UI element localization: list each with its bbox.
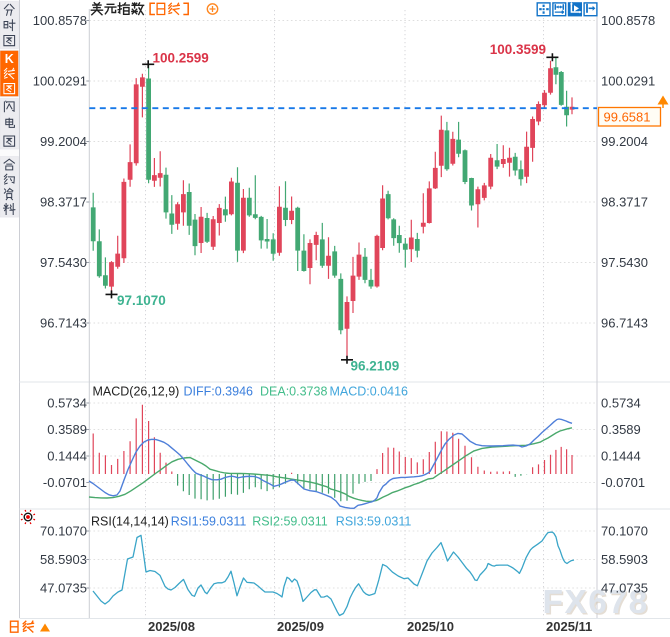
svg-text:99.2004: 99.2004 xyxy=(40,134,87,149)
svg-text:0.3589: 0.3589 xyxy=(601,422,641,437)
svg-text:0.3589: 0.3589 xyxy=(47,422,87,437)
svg-text:DEA:0.3738: DEA:0.3738 xyxy=(260,385,327,399)
svg-text:98.3717: 98.3717 xyxy=(601,195,648,210)
svg-text:70.1070: 70.1070 xyxy=(601,524,648,539)
svg-text:70.1070: 70.1070 xyxy=(40,524,87,539)
svg-text:0.5734: 0.5734 xyxy=(47,396,87,411)
svg-text:2025/11: 2025/11 xyxy=(546,619,592,634)
svg-text:0.1444: 0.1444 xyxy=(47,449,87,464)
svg-text:97.5430: 97.5430 xyxy=(601,255,648,270)
svg-text:47.0735: 47.0735 xyxy=(40,581,87,596)
svg-text:-0.0701: -0.0701 xyxy=(43,475,87,490)
svg-text:96.7143: 96.7143 xyxy=(601,316,648,331)
svg-text:99.6581: 99.6581 xyxy=(604,110,651,125)
svg-text:-0.0701: -0.0701 xyxy=(601,475,645,490)
svg-text:100.8578: 100.8578 xyxy=(601,13,655,28)
svg-text:100.2599: 100.2599 xyxy=(153,51,209,66)
svg-text:RSI1:59.0311: RSI1:59.0311 xyxy=(171,515,247,529)
svg-text:MACD(26,12,9): MACD(26,12,9) xyxy=(93,385,180,399)
svg-text:0.1444: 0.1444 xyxy=(601,449,641,464)
svg-text:100.0291: 100.0291 xyxy=(33,74,87,89)
svg-text:100.8578: 100.8578 xyxy=(33,13,87,28)
svg-text:RSI2:59.0311: RSI2:59.0311 xyxy=(252,515,328,529)
svg-text:MACD:0.0416: MACD:0.0416 xyxy=(330,385,409,399)
svg-text:97.1070: 97.1070 xyxy=(117,293,166,308)
svg-text:96.7143: 96.7143 xyxy=(40,316,87,331)
svg-text:2025/08: 2025/08 xyxy=(148,619,195,634)
svg-text:96.2109: 96.2109 xyxy=(351,359,400,374)
svg-text:100.3599: 100.3599 xyxy=(490,42,546,57)
svg-text:RSI3:59.0311: RSI3:59.0311 xyxy=(336,515,412,529)
svg-text:FX678: FX678 xyxy=(543,584,649,621)
svg-text:99.2004: 99.2004 xyxy=(601,134,648,149)
svg-text:100.0291: 100.0291 xyxy=(601,74,655,89)
svg-text:2025/10: 2025/10 xyxy=(407,619,454,634)
svg-text:K: K xyxy=(5,52,14,66)
svg-text:FX678: FX678 xyxy=(544,586,650,623)
svg-text:58.5903: 58.5903 xyxy=(601,552,648,567)
svg-text:0.5734: 0.5734 xyxy=(601,396,641,411)
svg-text:2025/09: 2025/09 xyxy=(277,619,324,634)
svg-text:RSI(14,14,14): RSI(14,14,14) xyxy=(91,515,169,529)
svg-text:97.5430: 97.5430 xyxy=(40,255,87,270)
svg-text:98.3717: 98.3717 xyxy=(40,195,87,210)
svg-text:47.0735: 47.0735 xyxy=(601,581,648,596)
svg-text:DIFF:0.3946: DIFF:0.3946 xyxy=(184,385,254,399)
svg-text:58.5903: 58.5903 xyxy=(40,552,87,567)
